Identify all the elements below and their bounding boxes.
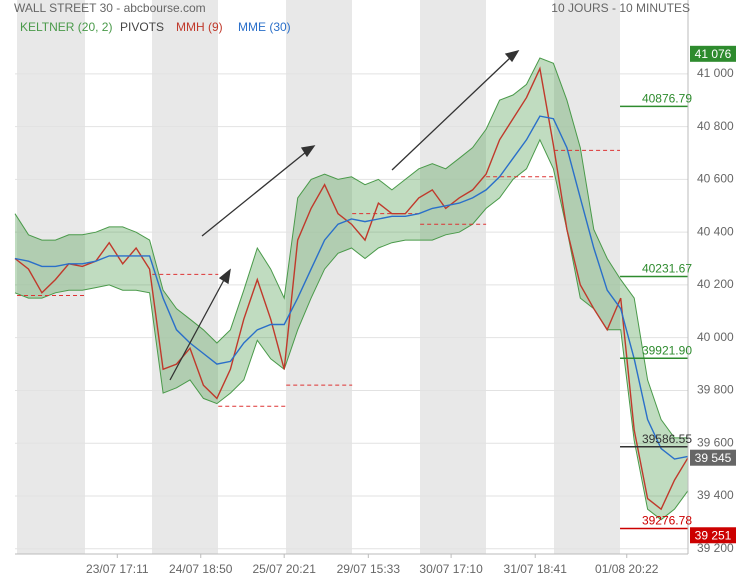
x-tick-label: 30/07 17:10 (419, 562, 483, 576)
keltner-fill (15, 58, 688, 520)
pivot-label: 40231.67 (642, 262, 692, 276)
y-tick-label: 40 000 (697, 330, 734, 344)
y-tick-label: 39 600 (697, 435, 734, 449)
price-tag-label: 39 545 (695, 451, 732, 465)
series-line (14, 115, 689, 460)
plot (14, 57, 689, 550)
arrow (201, 151, 307, 237)
pivot-label: 39921.90 (642, 343, 692, 357)
session-band (420, 0, 486, 554)
y-tick-label: 41 000 (697, 66, 734, 80)
series-line (14, 66, 689, 511)
legend-entry: KELTNER (20, 2) (20, 20, 112, 34)
x-tick-label: 25/07 20:21 (252, 562, 316, 576)
price-tag (690, 527, 736, 544)
y-tick-label: 39 800 (697, 383, 734, 397)
keltner-lower (14, 138, 689, 521)
y-tick-label: 40 200 (697, 277, 734, 291)
keltner-upper (14, 57, 688, 439)
x-tick-label: 29/07 15:33 (337, 562, 401, 576)
x-tick-label: 23/07 17:11 (86, 562, 149, 576)
y-tick-label: 40 800 (697, 119, 734, 133)
y-tick-label: 39 200 (697, 541, 734, 555)
price-tag-label: 39 251 (695, 528, 732, 542)
y-tick-label: 39 400 (697, 488, 734, 502)
chart-title: WALL STREET 30 - abcbourse.com (14, 1, 206, 15)
arrow-head (504, 49, 520, 63)
x-tick-label: 24/07 18:50 (169, 562, 233, 576)
y-tick-label: 40 400 (697, 224, 734, 238)
pivot-label: 40876.79 (642, 92, 692, 106)
session-band (17, 0, 85, 554)
price-tag (690, 45, 736, 62)
pivot-label: 39586.55 (642, 432, 692, 446)
arrows (169, 49, 520, 381)
x-tick-label: 31/07 18:41 (504, 562, 568, 576)
legend-entry: MME (30) (238, 20, 291, 34)
session-band (152, 0, 218, 554)
y-tick-label: 40 600 (697, 172, 734, 186)
session-band (554, 0, 620, 554)
session-bands (17, 0, 620, 554)
legend-entry: PIVOTS (120, 20, 164, 34)
pivot-label: 39276.78 (642, 514, 692, 528)
price-tag-label: 41 076 (695, 47, 732, 61)
arrow-head (300, 145, 316, 158)
x-tick-label: 01/08 20:22 (595, 562, 659, 576)
legend-entry: MMH (9) (176, 20, 223, 34)
arrow-head (218, 268, 231, 285)
arrow (169, 277, 226, 381)
session-band (286, 0, 352, 554)
chart-subtitle: 10 JOURS - 10 MINUTES (551, 1, 690, 15)
arrow (391, 57, 511, 171)
price-tag (690, 449, 736, 466)
